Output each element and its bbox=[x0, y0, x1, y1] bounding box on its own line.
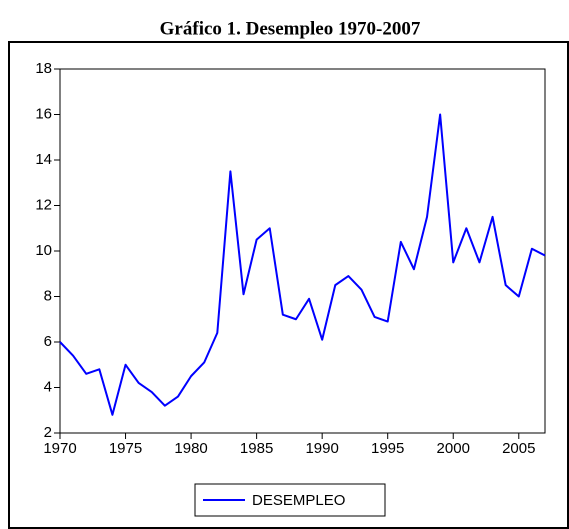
x-tick-label: 1975 bbox=[109, 440, 142, 457]
legend-label: DESEMPLEO bbox=[252, 492, 345, 509]
x-tick-label: 1970 bbox=[43, 440, 76, 457]
y-tick-label: 4 bbox=[44, 378, 52, 395]
legend bbox=[194, 483, 386, 517]
y-tick-label: 8 bbox=[44, 287, 52, 304]
y-tick-label: 6 bbox=[44, 333, 52, 350]
frame bbox=[8, 41, 569, 529]
x-tick-label: 1980 bbox=[174, 440, 207, 457]
line bbox=[59, 113, 546, 416]
y-tick-label: 12 bbox=[35, 196, 52, 213]
y-tick-label: 2 bbox=[44, 424, 52, 441]
y-tick-label: 16 bbox=[35, 105, 52, 122]
y-tick-label: 10 bbox=[35, 242, 52, 259]
chart-title: Gráfico 1. Desempleo 1970-2007 bbox=[160, 18, 421, 39]
x-tick-label: 1990 bbox=[305, 440, 338, 457]
plot-area bbox=[59, 68, 546, 434]
x-tick-label: 2000 bbox=[437, 440, 470, 457]
y-tick-label: 18 bbox=[35, 60, 52, 77]
x-tick-label: 2005 bbox=[502, 440, 535, 457]
x-tick-label: 1995 bbox=[371, 440, 404, 457]
x-tick-label: 1985 bbox=[240, 440, 273, 457]
y-tick-label: 14 bbox=[35, 151, 52, 168]
